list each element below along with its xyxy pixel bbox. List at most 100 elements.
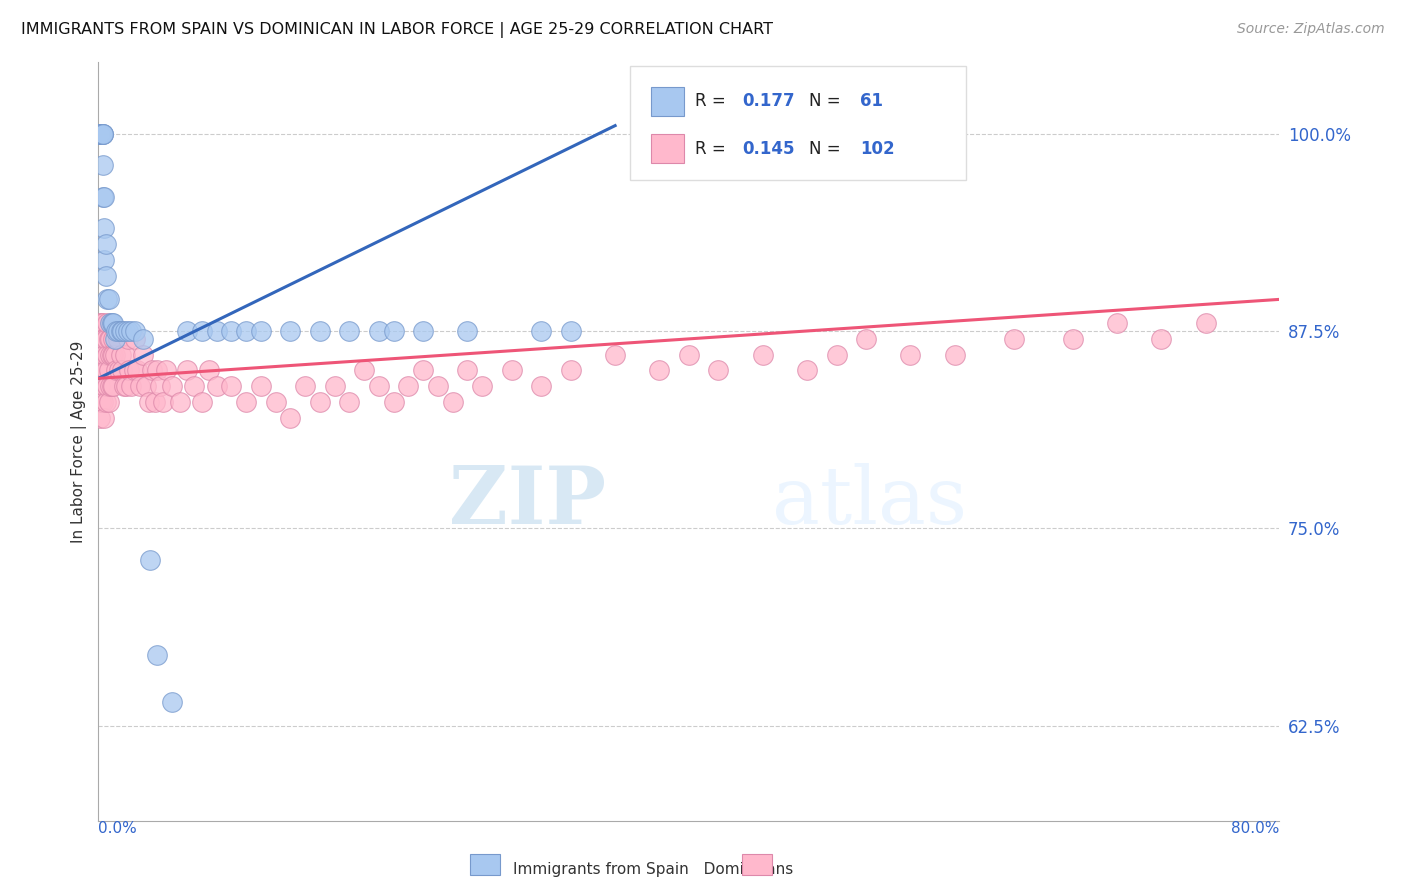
Point [115, 379, 138, 393]
Point [89, 127, 111, 141]
Point [412, 363, 434, 377]
Point [309, 324, 332, 338]
Point [900, 348, 922, 362]
Point [176, 363, 198, 377]
Point [117, 332, 139, 346]
Point [91, 158, 114, 172]
Y-axis label: In Labor Force | Age 25-29: In Labor Force | Age 25-29 [72, 341, 87, 542]
Point [103, 316, 125, 330]
Point [122, 363, 145, 377]
Point [97, 332, 120, 346]
Point [1002, 332, 1025, 346]
Point [93, 332, 115, 346]
Point [353, 363, 375, 377]
Point [382, 395, 405, 409]
Point [98, 348, 121, 362]
Point [89, 410, 111, 425]
Point [90, 348, 112, 362]
Point [90, 395, 112, 409]
Point [648, 363, 671, 377]
Point [89, 127, 111, 141]
Point [412, 324, 434, 338]
Point [100, 379, 122, 393]
Point [120, 379, 142, 393]
Point [108, 363, 131, 377]
Point [1150, 332, 1173, 346]
Point [89, 127, 111, 141]
Point [97, 395, 120, 409]
Point [114, 348, 136, 362]
Point [105, 363, 128, 377]
Point [141, 363, 163, 377]
Point [118, 363, 141, 377]
Point [221, 379, 243, 393]
Text: Dominicans: Dominicans [689, 863, 793, 878]
Point [280, 410, 302, 425]
Point [441, 395, 464, 409]
Point [97, 293, 120, 307]
Point [93, 221, 115, 235]
Point [427, 379, 450, 393]
Point [100, 348, 122, 362]
Point [707, 363, 730, 377]
Point [111, 324, 134, 338]
Point [162, 695, 183, 709]
Point [98, 379, 121, 393]
Point [89, 127, 111, 141]
Point [89, 127, 111, 141]
Point [183, 379, 205, 393]
Point [339, 395, 361, 409]
Text: N =: N = [810, 140, 846, 158]
Point [250, 379, 273, 393]
Point [309, 395, 332, 409]
Point [471, 379, 494, 393]
Point [560, 324, 582, 338]
Point [91, 190, 114, 204]
Point [90, 127, 112, 141]
Point [398, 379, 420, 393]
Point [93, 348, 115, 362]
Point [530, 324, 553, 338]
Point [339, 324, 361, 338]
Point [91, 127, 114, 141]
Point [114, 324, 136, 338]
Text: Source: ZipAtlas.com: Source: ZipAtlas.com [1237, 22, 1385, 37]
Point [205, 324, 228, 338]
Point [169, 395, 191, 409]
Point [90, 127, 112, 141]
Point [89, 127, 111, 141]
Point [93, 410, 115, 425]
Point [94, 395, 117, 409]
Text: 0.177: 0.177 [742, 92, 794, 110]
Point [132, 332, 155, 346]
Point [1195, 316, 1218, 330]
Point [89, 379, 111, 393]
Text: 80.0%: 80.0% [1232, 821, 1279, 836]
Point [457, 324, 479, 338]
Point [796, 363, 818, 377]
Point [90, 363, 112, 377]
Text: R =: R = [695, 92, 731, 110]
Point [235, 324, 257, 338]
Point [117, 324, 139, 338]
Point [382, 324, 405, 338]
Point [146, 648, 169, 662]
Point [110, 348, 132, 362]
Point [93, 252, 115, 267]
Point [501, 363, 523, 377]
FancyBboxPatch shape [651, 87, 685, 116]
Point [605, 348, 627, 362]
Point [96, 348, 118, 362]
FancyBboxPatch shape [651, 135, 685, 163]
Text: 61: 61 [860, 92, 883, 110]
Point [221, 324, 243, 338]
Point [89, 127, 111, 141]
Point [132, 348, 155, 362]
Point [89, 127, 111, 141]
Text: atlas: atlas [772, 463, 967, 541]
Point [103, 379, 125, 393]
Point [90, 316, 112, 330]
Point [162, 379, 183, 393]
Point [124, 332, 146, 346]
Point [89, 348, 111, 362]
